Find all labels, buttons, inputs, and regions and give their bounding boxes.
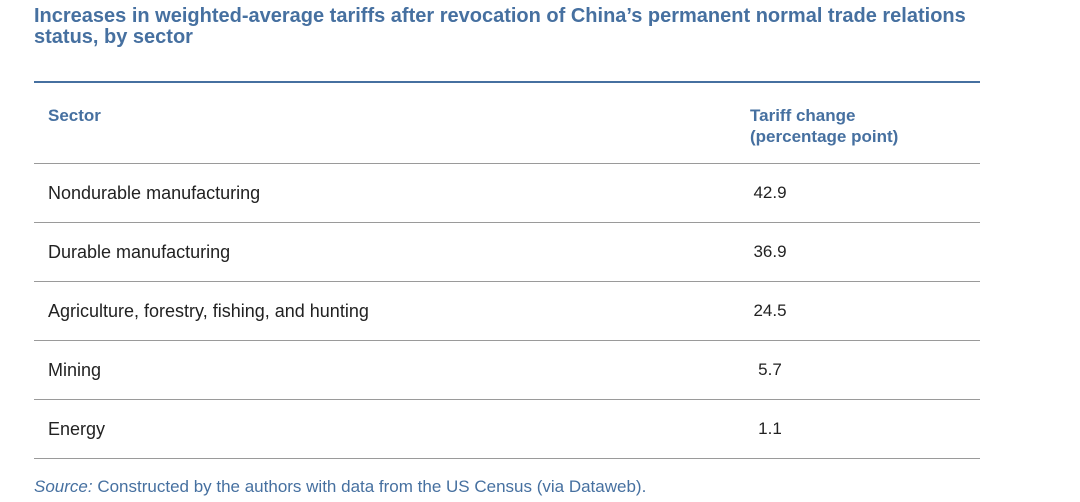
- sector-cell: Mining: [48, 360, 102, 380]
- table-body: Nondurable manufacturing 42.9 Durable manu…: [34, 164, 980, 459]
- sector-cell: Durable manufacturing: [48, 242, 231, 262]
- source-label: Source:: [34, 477, 93, 496]
- table-header-row: Sector Tariff change (percentage point): [34, 83, 980, 164]
- tariff-change-cell: 36.9: [753, 242, 787, 261]
- header-sector: Sector: [48, 106, 101, 125]
- source-text: Constructed by the authors with data fro…: [92, 477, 647, 496]
- tariff-table: Sector Tariff change (percentage point) …: [34, 83, 980, 459]
- header-tariff-change: Tariff change (percentage point): [750, 106, 899, 146]
- table-row: Mining 5.7: [34, 341, 980, 400]
- tariff-change-cell: 1.1: [758, 419, 782, 438]
- source-note: Source: Constructed by the authors with …: [34, 476, 646, 498]
- sector-cell: Nondurable manufacturing: [48, 183, 261, 203]
- table-row: Energy 1.1: [34, 400, 980, 459]
- sector-cell: Agriculture, forestry, fishing, and hunt…: [48, 301, 369, 321]
- table-row: Durable manufacturing 36.9: [34, 223, 980, 282]
- table-row: Nondurable manufacturing 42.9: [34, 164, 980, 223]
- sector-cell: Energy: [48, 419, 106, 439]
- table-top-rule: [34, 81, 980, 83]
- chart-title: Increases in weighted-average tariffs af…: [34, 5, 966, 48]
- table-row: Agriculture, forestry, fishing, and hunt…: [34, 282, 980, 341]
- tariff-change-cell: 24.5: [753, 301, 787, 320]
- tariff-change-cell: 42.9: [753, 183, 787, 202]
- tariff-change-cell: 5.7: [758, 360, 782, 379]
